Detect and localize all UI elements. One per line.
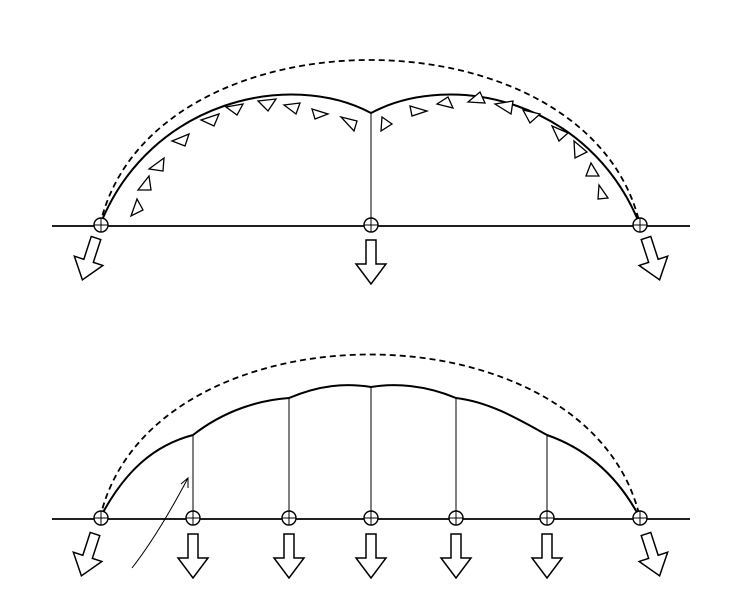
dashed-reference-arc	[99, 59, 641, 226]
support-joint	[93, 510, 109, 526]
load-arrows-bottom	[72, 531, 669, 580]
support-joint	[632, 217, 648, 233]
rib-triangle	[256, 98, 278, 113]
support-joints-top	[93, 217, 648, 233]
rib-triangle	[573, 139, 589, 160]
support-joint	[539, 510, 555, 526]
load-arrow	[637, 531, 669, 578]
rib-triangle	[550, 124, 570, 143]
support-joint	[185, 510, 201, 526]
rib-triangle	[136, 174, 152, 191]
support-joint	[363, 217, 379, 233]
load-arrow	[530, 533, 564, 580]
rib-triangle	[493, 100, 514, 116]
load-arrow	[176, 533, 210, 580]
load-arrow	[272, 533, 306, 580]
rib-triangle	[199, 112, 221, 127]
rib-triangle	[597, 183, 610, 200]
rib-triangle	[339, 115, 358, 133]
load-arrow	[72, 531, 104, 578]
rib-triangle	[282, 102, 301, 116]
rib-triangle	[435, 96, 455, 109]
load-arrows-top	[73, 235, 669, 286]
rib-triangle	[170, 132, 191, 147]
load-arrow	[637, 235, 669, 282]
rib-triangle	[380, 115, 394, 133]
rib-triangle	[311, 108, 330, 120]
rib-triangle	[224, 103, 245, 116]
support-joint	[93, 217, 109, 233]
support-joint	[632, 510, 648, 526]
rib-triangle	[466, 90, 487, 104]
rib-triangle	[409, 105, 430, 117]
ribbed-triangles	[129, 90, 610, 218]
vertical-hangers	[192, 387, 548, 512]
bottom-panel	[52, 353, 690, 580]
rib-triangle	[521, 109, 542, 125]
pointer-arrow-head	[180, 476, 189, 488]
rib-triangle	[585, 161, 601, 177]
load-arrow	[354, 533, 388, 580]
rib-triangle	[129, 197, 144, 218]
dashed-reference-arc	[99, 353, 641, 519]
support-joints-bottom	[93, 510, 648, 526]
top-panel	[52, 59, 690, 286]
support-joint	[281, 510, 297, 526]
load-arrow	[439, 533, 473, 580]
support-joint	[448, 510, 464, 526]
left-lobe-curve	[99, 93, 372, 226]
support-joint	[363, 510, 379, 526]
load-arrow	[73, 235, 105, 282]
pointer-arrow	[131, 477, 189, 569]
right-lobe-curve	[370, 93, 641, 226]
rib-triangle	[147, 156, 165, 172]
load-arrow	[354, 239, 388, 286]
